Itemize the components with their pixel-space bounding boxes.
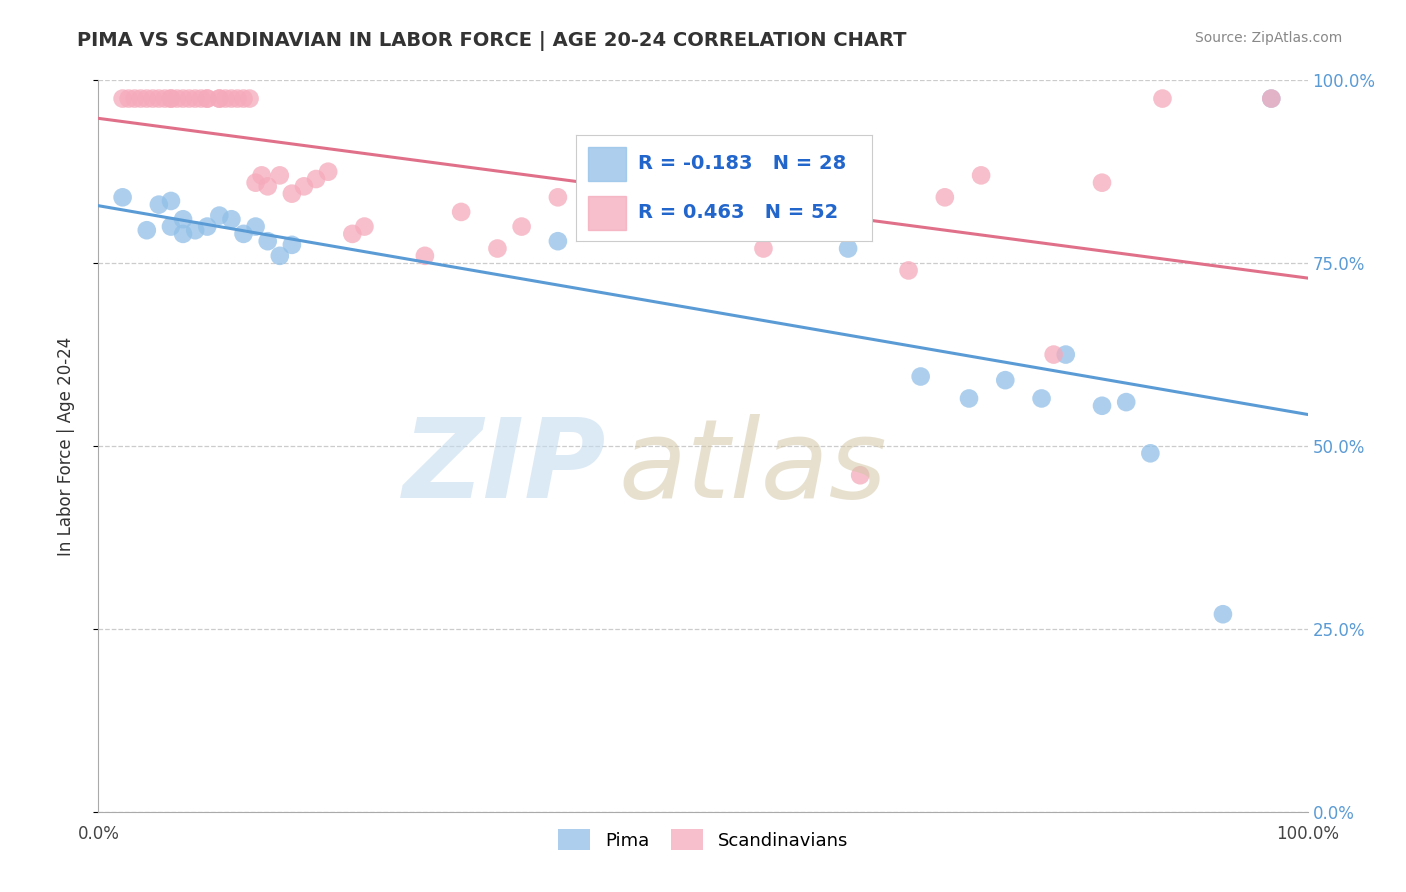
Point <box>607 219 630 234</box>
Point <box>160 92 183 106</box>
Point <box>1212 607 1234 622</box>
Point <box>232 92 254 106</box>
Point <box>208 92 231 106</box>
Point <box>1042 347 1064 362</box>
Point <box>353 219 375 234</box>
Point <box>1260 92 1282 106</box>
Point <box>510 219 533 234</box>
Point <box>934 190 956 204</box>
Text: atlas: atlas <box>619 415 887 522</box>
Point <box>1152 92 1174 106</box>
Point <box>208 209 231 223</box>
Point <box>124 92 146 106</box>
Point <box>269 169 291 183</box>
Point <box>160 219 183 234</box>
Point <box>813 194 835 208</box>
Point <box>1054 347 1077 362</box>
Point <box>221 212 243 227</box>
Point <box>450 205 472 219</box>
Point <box>1031 392 1053 406</box>
Point <box>245 176 267 190</box>
Point <box>269 249 291 263</box>
Text: ZIP: ZIP <box>402 415 606 522</box>
Legend: Pima, Scandinavians: Pima, Scandinavians <box>551 822 855 857</box>
Point <box>1091 176 1114 190</box>
Point <box>668 212 690 227</box>
Point <box>172 227 194 241</box>
Point <box>1260 92 1282 106</box>
Point <box>148 197 170 211</box>
Point <box>910 369 932 384</box>
Point <box>184 223 207 237</box>
Point <box>256 234 278 248</box>
Point <box>970 169 993 183</box>
Point <box>208 92 231 106</box>
Point <box>160 194 183 208</box>
Point <box>135 223 157 237</box>
Point <box>195 92 218 106</box>
Point <box>837 242 859 256</box>
Point <box>232 227 254 241</box>
Point <box>692 190 714 204</box>
Point <box>190 92 212 106</box>
Point <box>245 219 267 234</box>
Point <box>239 92 262 106</box>
Point <box>281 186 304 201</box>
Point <box>486 242 509 256</box>
Point <box>256 179 278 194</box>
Text: Source: ZipAtlas.com: Source: ZipAtlas.com <box>1195 31 1343 45</box>
Point <box>547 190 569 204</box>
Point <box>413 249 436 263</box>
Point <box>111 190 134 204</box>
Point <box>994 373 1017 387</box>
Point <box>1115 395 1137 409</box>
Point <box>897 263 920 277</box>
Point <box>179 92 201 106</box>
Point <box>221 92 243 106</box>
Text: PIMA VS SCANDINAVIAN IN LABOR FORCE | AGE 20-24 CORRELATION CHART: PIMA VS SCANDINAVIAN IN LABOR FORCE | AG… <box>77 31 907 51</box>
Point <box>118 92 141 106</box>
Point <box>172 212 194 227</box>
Point <box>305 172 328 186</box>
Point <box>111 92 134 106</box>
Point <box>172 92 194 106</box>
Point <box>166 92 188 106</box>
Point <box>184 92 207 106</box>
Point <box>250 169 273 183</box>
Point <box>148 92 170 106</box>
Point <box>1091 399 1114 413</box>
Point <box>752 242 775 256</box>
Point <box>292 179 315 194</box>
Point <box>1139 446 1161 460</box>
Point <box>214 92 236 106</box>
Point <box>316 164 339 178</box>
Point <box>160 92 183 106</box>
Point <box>129 92 152 106</box>
Point <box>195 219 218 234</box>
Point <box>849 468 872 483</box>
Point <box>142 92 165 106</box>
Point <box>135 92 157 106</box>
Point <box>957 392 980 406</box>
Point <box>342 227 364 241</box>
Point <box>281 237 304 252</box>
Point <box>226 92 249 106</box>
Point <box>195 92 218 106</box>
Point <box>547 234 569 248</box>
Point <box>153 92 176 106</box>
Y-axis label: In Labor Force | Age 20-24: In Labor Force | Age 20-24 <box>56 336 75 556</box>
